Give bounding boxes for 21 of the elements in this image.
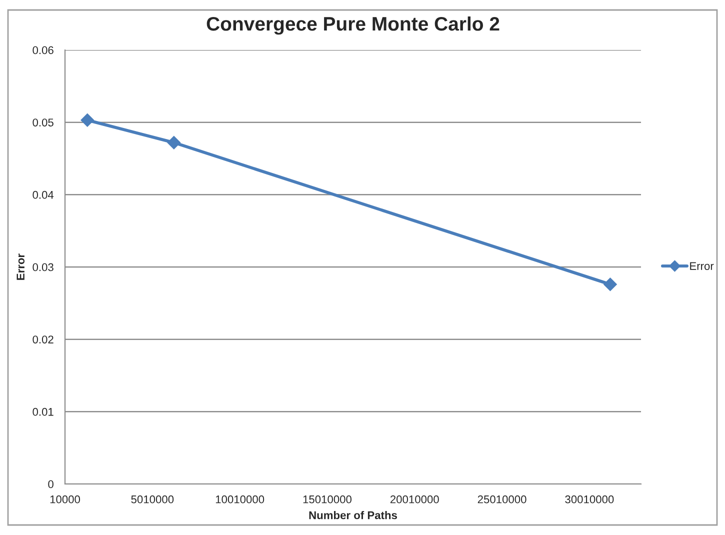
legend-label: Error	[690, 262, 714, 270]
point	[167, 136, 180, 150]
y-axis-title: Error	[16, 254, 25, 280]
x-tick-label: 20010000	[390, 495, 439, 504]
y-tick-label: 0.06	[32, 46, 54, 54]
y-tick-label: 0.05	[32, 118, 54, 126]
x-tick-label: 15010000	[303, 495, 352, 504]
x-tick-label: 5010000	[131, 495, 174, 504]
x-tick-label: 30010000	[565, 495, 614, 504]
x-tick-label: 10000	[50, 495, 80, 504]
point	[604, 278, 617, 291]
y-tick-label: 0.04	[32, 190, 54, 199]
x-axis-title: Number of Paths	[309, 511, 397, 520]
x-tick-label: 25010000	[478, 495, 526, 504]
y-tick-label: 0.03	[32, 263, 54, 272]
y-tick-label: 0.01	[32, 408, 54, 416]
point	[80, 114, 94, 127]
chart-title: Convergece Pure Monte Carlo 2	[206, 16, 500, 35]
y-tick-label: 0	[48, 480, 54, 488]
y-tick-label: 0.02	[32, 336, 54, 344]
x-tick-label: 10010000	[216, 495, 264, 504]
